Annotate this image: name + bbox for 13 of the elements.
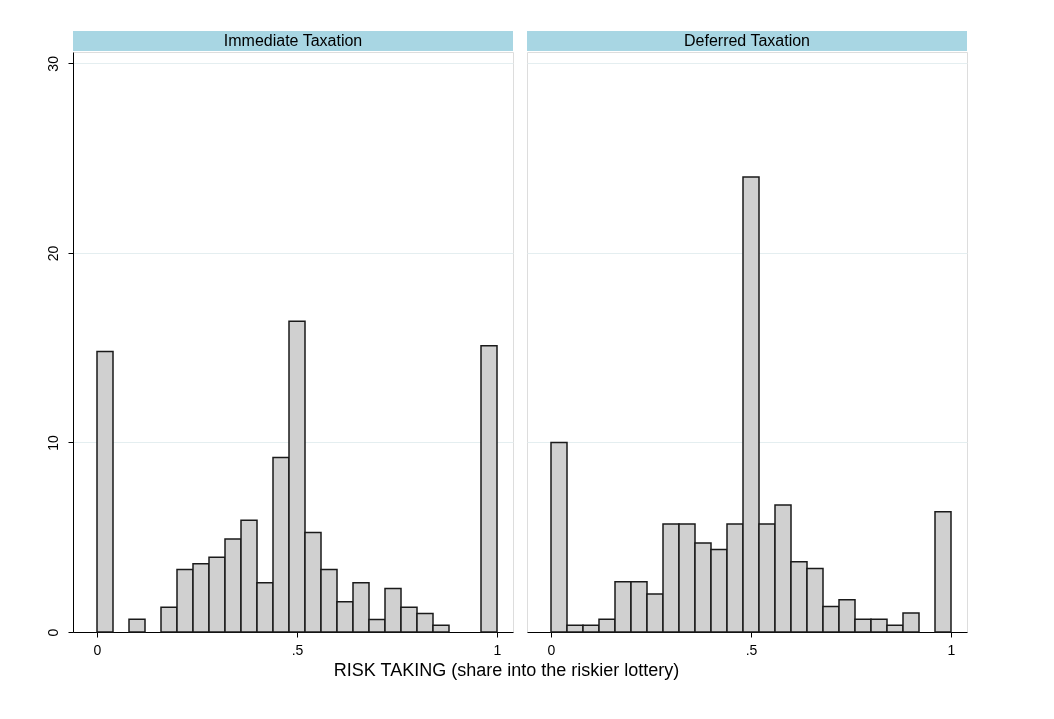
x-tick-label: 1 (493, 641, 502, 658)
y-tick-label: 30 (44, 55, 61, 72)
x-tick-label: 0 (547, 641, 556, 658)
chart-title: Immediate Taxation (223, 32, 363, 49)
x-axis-title: RISK TAKING (share into the riskier lottery) (333, 659, 680, 680)
y-tick-label: 0 (44, 628, 61, 637)
chart-title: Deferred Taxation (684, 32, 810, 49)
x-tick-label: 0 (93, 641, 102, 658)
x-tick-label: 1 (947, 641, 956, 658)
x-tick-label: .5 (291, 641, 304, 658)
x-tick-label: .5 (745, 641, 758, 658)
y-tick-label: 20 (44, 245, 61, 262)
y-tick-label: 10 (44, 434, 61, 451)
